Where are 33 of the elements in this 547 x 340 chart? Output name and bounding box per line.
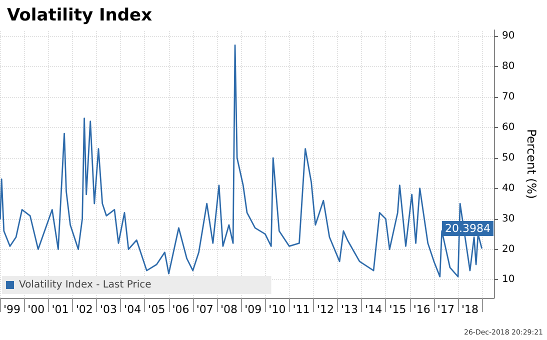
data-label: 20.3984 — [444, 222, 490, 236]
y-axis-title: Percent (%) — [524, 129, 539, 199]
x-tick-label: '08 — [220, 303, 238, 316]
x-tick-label: '02 — [76, 303, 93, 316]
y-tick-label: 70 — [502, 92, 515, 102]
x-tick-label: '03 — [100, 303, 117, 316]
x-tick-label: '10 — [268, 303, 286, 316]
y-tick-label: 50 — [502, 152, 515, 164]
x-tick-label: '12 — [316, 303, 334, 316]
y-tick-label: 90 — [502, 30, 515, 42]
x-tick-label: '04 — [124, 303, 142, 316]
x-tick-label: '15 — [389, 303, 406, 316]
x-tick-label: '18 — [462, 303, 479, 316]
y-tick-label: 80 — [502, 61, 515, 72]
y-tick-label: 40 — [502, 182, 515, 194]
x-tick-label: '99 — [3, 303, 21, 316]
x-tick-label: '13 — [341, 303, 358, 316]
chart-title: Volatility Index — [7, 6, 152, 26]
legend-label: Volatility Index - Last Price — [19, 280, 152, 290]
x-tick-label: '17 — [437, 303, 454, 316]
x-tick-label: '09 — [244, 303, 262, 316]
x-tick-label: '14 — [365, 303, 382, 316]
x-tick-label: '06 — [172, 303, 190, 316]
x-tick-label: '16 — [413, 303, 430, 316]
x-tick-label: '01 — [52, 303, 69, 316]
x-tick-label: '11 — [292, 303, 310, 316]
x-tick-label: '05 — [148, 303, 166, 316]
x-tick-label: '07 — [196, 303, 214, 316]
y-tick-label: 20 — [502, 244, 515, 255]
y-tick-label: 10 — [502, 274, 515, 286]
x-tick-label: '00 — [28, 303, 45, 316]
y-tick-label: 30 — [502, 213, 515, 224]
y-tick-label: 60 — [502, 122, 515, 133]
